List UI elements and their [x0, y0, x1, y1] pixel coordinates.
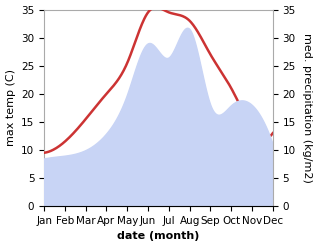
- X-axis label: date (month): date (month): [117, 231, 200, 242]
- Y-axis label: med. precipitation (kg/m2): med. precipitation (kg/m2): [302, 33, 313, 183]
- Y-axis label: max temp (C): max temp (C): [5, 69, 16, 146]
